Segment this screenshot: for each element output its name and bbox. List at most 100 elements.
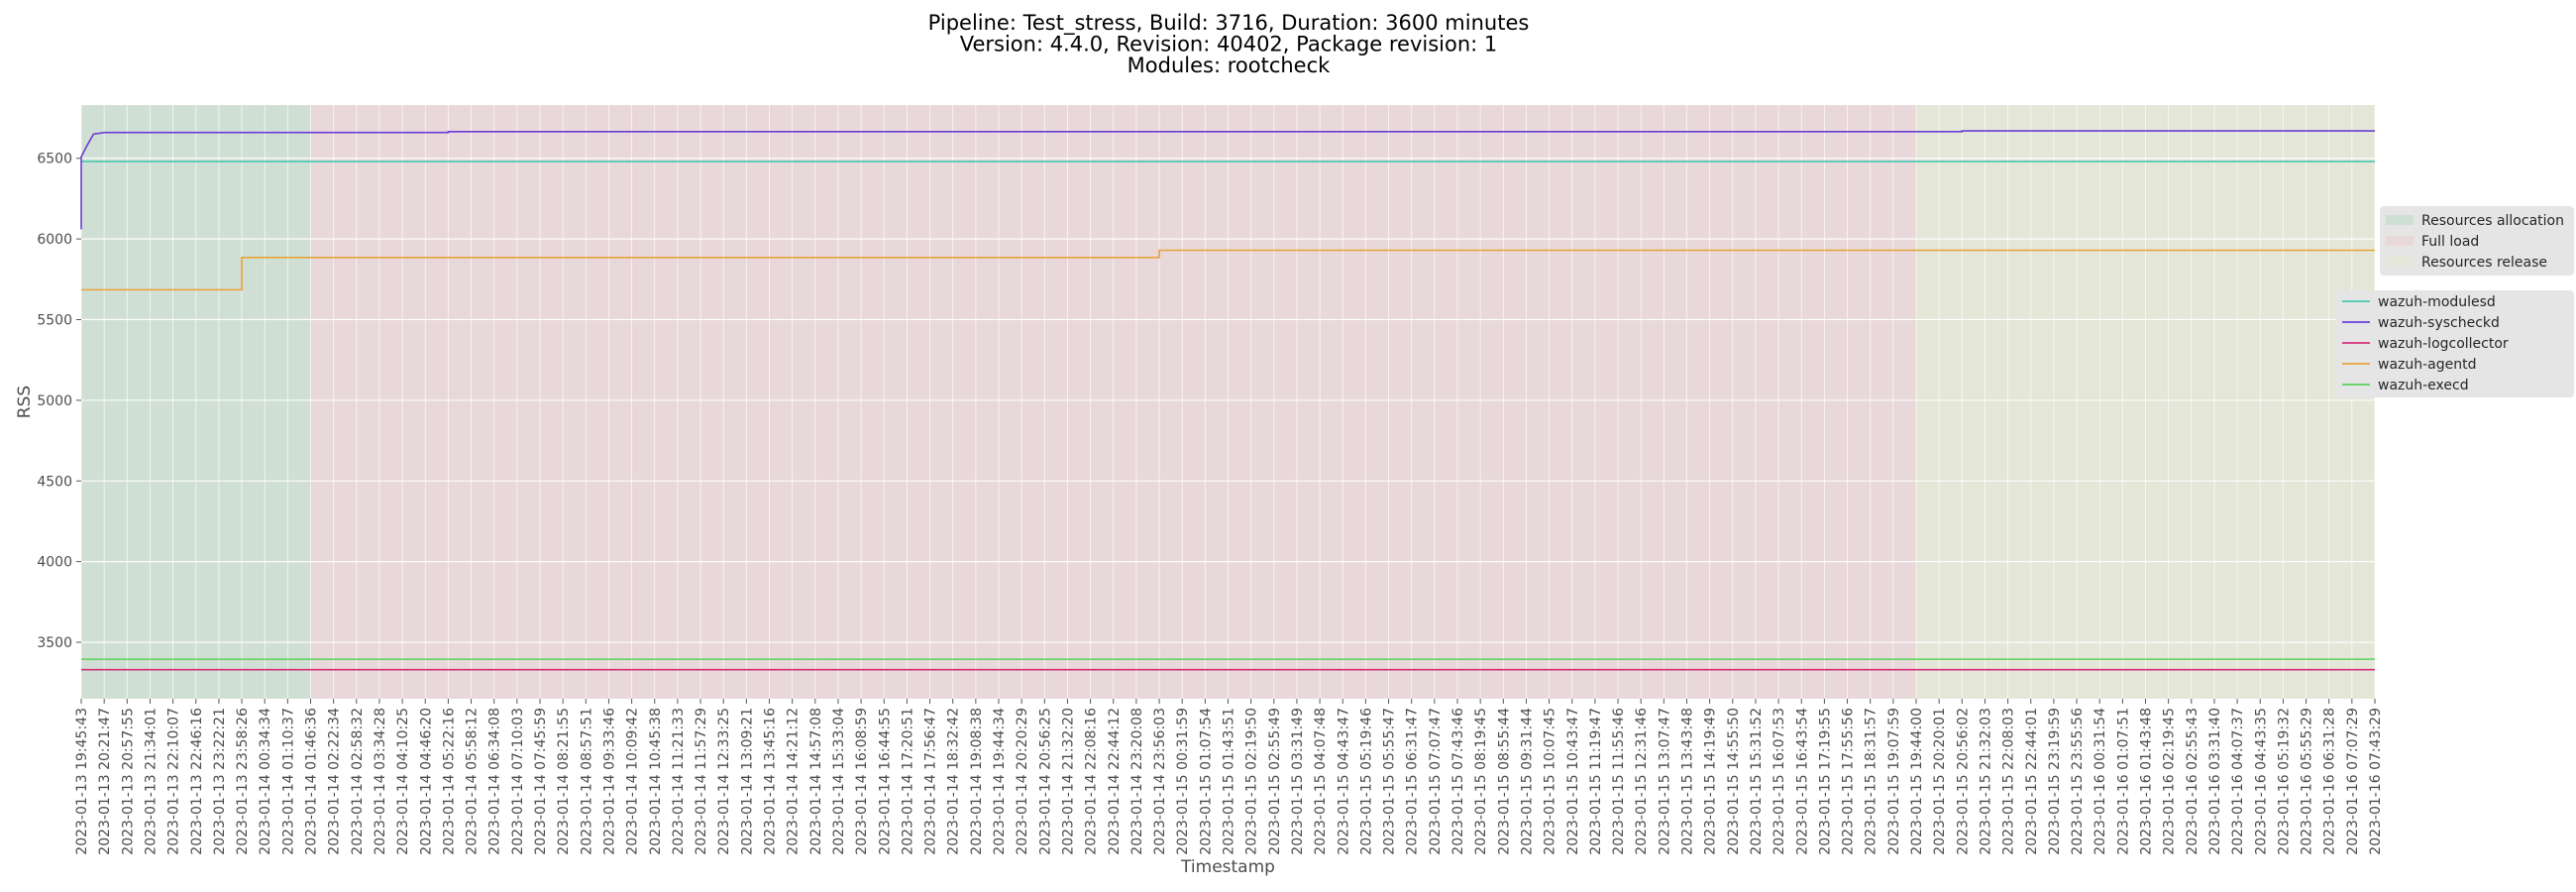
x-tick-label: 2023-01-15 05:19:46 <box>1358 708 1374 855</box>
x-tick-label: 2023-01-14 22:44:12 <box>1107 708 1123 855</box>
x-tick-label: 2023-01-14 15:33:04 <box>831 708 847 855</box>
phase-legend-swatch <box>2386 215 2414 225</box>
x-tick-label: 2023-01-14 07:45:59 <box>533 708 549 855</box>
series-line-wazuh-syscheckd <box>80 130 2375 230</box>
phase-legend-swatch <box>2386 236 2414 246</box>
x-tick-label: 2023-01-15 10:43:47 <box>1565 708 1581 855</box>
phase-legend-swatch <box>2386 257 2414 267</box>
series-legend-label: wazuh-modulesd <box>2378 294 2496 310</box>
series-legend: wazuh-modulesd wazuh-syscheckd wazuh-logco… <box>2336 290 2574 397</box>
x-tick-label: 2023-01-16 01:43:48 <box>2139 708 2155 855</box>
x-tick-label: 2023-01-14 04:10:25 <box>395 708 411 855</box>
x-tick-label: 2023-01-15 10:07:45 <box>1543 708 1558 855</box>
x-tick-label: 2023-01-15 13:07:47 <box>1657 708 1672 855</box>
x-tick-label: 2023-01-13 20:57:55 <box>120 708 136 855</box>
series-legend-box <box>2336 290 2574 397</box>
x-tick-label: 2023-01-15 23:55:56 <box>2070 708 2086 855</box>
x-tick-label: 2023-01-14 11:57:29 <box>694 708 709 855</box>
x-tick-label: 2023-01-14 09:33:46 <box>601 708 617 855</box>
x-tick-label: 2023-01-15 22:44:01 <box>2024 708 2040 855</box>
x-tick-label: 2023-01-15 11:55:46 <box>1611 708 1627 855</box>
x-tick-label: 2023-01-14 16:44:55 <box>877 708 893 855</box>
x-tick-label: 2023-01-15 04:43:47 <box>1336 708 1351 855</box>
phase-legend-label: Resources allocation <box>2421 213 2564 229</box>
y-tick-label: 4500 <box>37 474 72 490</box>
x-tick-label: 2023-01-15 11:19:47 <box>1588 708 1604 855</box>
x-tick-label: 2023-01-14 01:10:37 <box>280 708 296 855</box>
x-tick-label: 2023-01-14 13:09:21 <box>739 708 755 855</box>
chart-title-line: Pipeline: Test_stress, Build: 3716, Dura… <box>928 11 1530 36</box>
x-tick-label: 2023-01-16 07:07:29 <box>2345 708 2361 855</box>
x-tick-label: 2023-01-15 18:31:57 <box>1864 708 1879 855</box>
x-tick-label: 2023-01-16 00:31:54 <box>2093 708 2108 855</box>
x-tick-label: 2023-01-15 20:20:01 <box>1932 708 1948 855</box>
x-tick-label: 2023-01-15 16:07:53 <box>1771 708 1787 855</box>
series-line-wazuh-agentd <box>81 249 2375 291</box>
phase-legend-box <box>2380 206 2574 276</box>
x-tick-label: 2023-01-15 13:43:48 <box>1680 708 1696 855</box>
x-tick-label: 2023-01-14 08:21:55 <box>556 708 572 855</box>
y-tick-label: 5000 <box>37 393 72 409</box>
x-tick-label: 2023-01-14 14:21:12 <box>786 708 802 855</box>
x-tick-label: 2023-01-15 02:19:50 <box>1244 708 1260 855</box>
x-tick-label: 2023-01-14 11:21:33 <box>671 708 687 855</box>
x-tick-label: 2023-01-13 22:10:07 <box>166 708 182 855</box>
x-tick-label: 2023-01-14 05:58:12 <box>465 708 481 855</box>
x-tick-label: 2023-01-14 10:45:38 <box>648 708 664 855</box>
x-tick-label: 2023-01-15 03:31:49 <box>1290 708 1306 855</box>
phase-legend: Resources allocation Full load Resources r… <box>2380 206 2574 276</box>
x-tick-label: 2023-01-14 19:44:34 <box>992 708 1008 855</box>
x-tick-label: 2023-01-14 13:45:16 <box>763 708 779 855</box>
x-tick-label: 2023-01-13 20:21:47 <box>97 708 113 855</box>
x-tick-label: 2023-01-14 23:56:03 <box>1152 708 1168 855</box>
y-tick-label: 6000 <box>37 232 72 248</box>
x-tick-label: 2023-01-14 03:34:28 <box>373 708 388 855</box>
x-tick-label: 2023-01-15 17:19:55 <box>1817 708 1833 855</box>
x-tick-label: 2023-01-15 14:55:50 <box>1726 708 1742 855</box>
x-tick-label: 2023-01-15 16:43:54 <box>1794 708 1810 855</box>
x-tick-label: 2023-01-15 07:43:46 <box>1450 708 1466 855</box>
x-tick-label: 2023-01-15 00:31:59 <box>1175 708 1191 855</box>
x-tick-label: 2023-01-15 08:55:44 <box>1496 708 1512 855</box>
x-tick-label: 2023-01-14 20:20:29 <box>1015 708 1030 855</box>
x-tick-label: 2023-01-15 23:19:59 <box>2047 708 2063 855</box>
x-tick-label: 2023-01-14 16:08:59 <box>854 708 870 855</box>
x-tick-label: 2023-01-15 04:07:48 <box>1313 708 1329 855</box>
x-tick-label: 2023-01-14 05:22:16 <box>441 708 457 855</box>
chart-title: Pipeline: Test_stress, Build: 3716, Dura… <box>928 11 1530 77</box>
x-tick-label: 2023-01-14 02:22:34 <box>327 708 343 855</box>
x-tick-label: 2023-01-14 18:32:42 <box>946 708 962 855</box>
x-tick-label: 2023-01-16 06:31:28 <box>2322 708 2338 855</box>
x-tick-label: 2023-01-14 20:56:25 <box>1037 708 1053 855</box>
x-tick-label: 2023-01-14 17:20:51 <box>900 708 915 855</box>
x-tick-label: 2023-01-16 03:31:40 <box>2207 708 2223 855</box>
x-tick-label: 2023-01-16 02:55:43 <box>2185 708 2200 855</box>
x-tick-label: 2023-01-14 22:08:16 <box>1084 708 1100 855</box>
x-tick-label: 2023-01-15 22:08:03 <box>2001 708 2017 855</box>
y-tick-label: 4000 <box>37 555 72 571</box>
x-tick-label: 2023-01-14 14:57:08 <box>808 708 824 855</box>
x-tick-label: 2023-01-16 04:43:35 <box>2253 708 2269 855</box>
x-tick-label: 2023-01-13 22:46:16 <box>189 708 205 855</box>
x-axis: 2023-01-13 19:45:43 2023-01-13 20:21:47 20… <box>74 699 2384 855</box>
y-tick-label: 3500 <box>37 635 72 651</box>
y-tick-label: 6500 <box>37 152 72 167</box>
x-tick-label: 2023-01-14 02:58:32 <box>350 708 366 855</box>
phase-legend-label: Resources release <box>2421 255 2547 271</box>
x-tick-label: 2023-01-15 02:55:49 <box>1267 708 1283 855</box>
x-tick-label: 2023-01-13 21:34:01 <box>143 708 159 855</box>
x-tick-label: 2023-01-14 17:56:47 <box>923 708 939 855</box>
series-legend-label: wazuh-agentd <box>2378 357 2477 373</box>
x-axis-label: Timestamp <box>1180 857 1275 877</box>
x-tick-label: 2023-01-16 02:19:45 <box>2162 708 2178 855</box>
x-tick-label: 2023-01-15 15:31:52 <box>1749 708 1765 855</box>
x-tick-label: 2023-01-15 21:32:03 <box>1978 708 1993 855</box>
plot-area <box>80 105 2376 699</box>
x-tick-label: 2023-01-15 05:55:47 <box>1382 708 1398 855</box>
x-tick-label: 2023-01-14 12:33:25 <box>716 708 732 855</box>
x-tick-label: 2023-01-15 19:44:00 <box>1909 708 1925 855</box>
x-tick-label: 2023-01-14 23:20:08 <box>1129 708 1145 855</box>
x-tick-label: 2023-01-15 07:07:47 <box>1428 708 1444 855</box>
x-tick-label: 2023-01-14 19:08:38 <box>969 708 985 855</box>
